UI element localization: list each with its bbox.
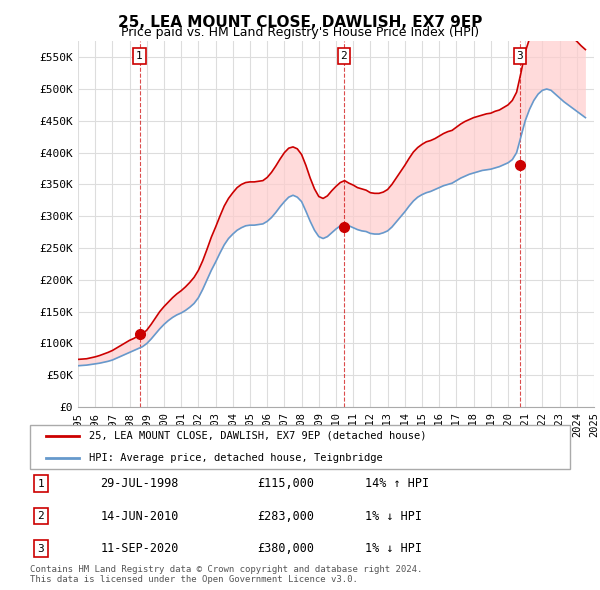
Text: 2: 2 [37,511,44,521]
Text: 1: 1 [136,51,143,61]
Text: 14% ↑ HPI: 14% ↑ HPI [365,477,429,490]
Text: £115,000: £115,000 [257,477,314,490]
Text: 1% ↓ HPI: 1% ↓ HPI [365,510,422,523]
Text: 3: 3 [37,543,44,553]
Text: 14-JUN-2010: 14-JUN-2010 [100,510,179,523]
Text: Price paid vs. HM Land Registry's House Price Index (HPI): Price paid vs. HM Land Registry's House … [121,26,479,39]
Text: 1: 1 [37,478,44,489]
FancyBboxPatch shape [30,425,570,469]
Text: HPI: Average price, detached house, Teignbridge: HPI: Average price, detached house, Teig… [89,453,383,463]
Text: 2: 2 [340,51,347,61]
Text: 25, LEA MOUNT CLOSE, DAWLISH, EX7 9EP (detached house): 25, LEA MOUNT CLOSE, DAWLISH, EX7 9EP (d… [89,431,427,441]
Text: 11-SEP-2020: 11-SEP-2020 [100,542,179,555]
Text: £283,000: £283,000 [257,510,314,523]
Text: Contains HM Land Registry data © Crown copyright and database right 2024.
This d: Contains HM Land Registry data © Crown c… [30,565,422,584]
Text: £380,000: £380,000 [257,542,314,555]
Text: 25, LEA MOUNT CLOSE, DAWLISH, EX7 9EP: 25, LEA MOUNT CLOSE, DAWLISH, EX7 9EP [118,15,482,30]
Text: 3: 3 [517,51,523,61]
Text: 1% ↓ HPI: 1% ↓ HPI [365,542,422,555]
Text: 29-JUL-1998: 29-JUL-1998 [100,477,179,490]
